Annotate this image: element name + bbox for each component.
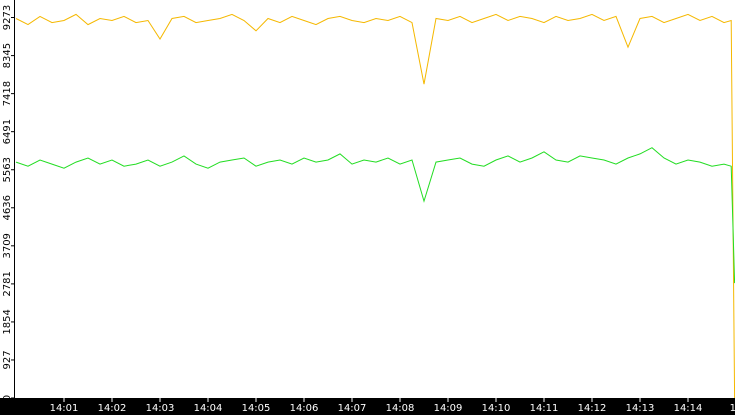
- y-tick-label: 1854: [2, 309, 13, 334]
- y-tick-label: 3709: [2, 233, 13, 258]
- x-tick-label: 14:10: [482, 403, 511, 414]
- x-tick-label: 14:07: [338, 403, 367, 414]
- y-tick-label: 4636: [2, 195, 13, 220]
- y-tick-label: 0: [2, 395, 13, 401]
- y-tick-label: 9273: [2, 5, 13, 30]
- y-tick-label: 2781: [2, 271, 13, 296]
- x-tick-label: 14: [730, 403, 735, 414]
- y-tick-label: 6491: [2, 119, 13, 144]
- x-tick-label: 14:08: [386, 403, 415, 414]
- x-tick-label: 14:04: [194, 403, 223, 414]
- x-tick-label: 14:11: [530, 403, 559, 414]
- x-tick-label: 14:14: [674, 403, 703, 414]
- y-tick-label: 5563: [2, 157, 13, 182]
- x-tick-label: 14:02: [98, 403, 127, 414]
- x-tick-label: 14:12: [578, 403, 607, 414]
- x-tick-label: 14:03: [146, 403, 175, 414]
- x-tick-label: 14:13: [626, 403, 655, 414]
- x-tick-label: 14:09: [434, 403, 463, 414]
- series-line: [15, 147, 735, 284]
- y-tick-label: 7418: [2, 81, 13, 106]
- x-axis-band: [0, 398, 735, 415]
- x-tick-label: 14:01: [50, 403, 79, 414]
- y-tick-label: 927: [2, 350, 13, 369]
- x-tick-label: 14:05: [242, 403, 271, 414]
- y-tick-label: 8345: [2, 43, 13, 68]
- x-tick-label: 14:06: [290, 403, 319, 414]
- series-line: [15, 13, 735, 399]
